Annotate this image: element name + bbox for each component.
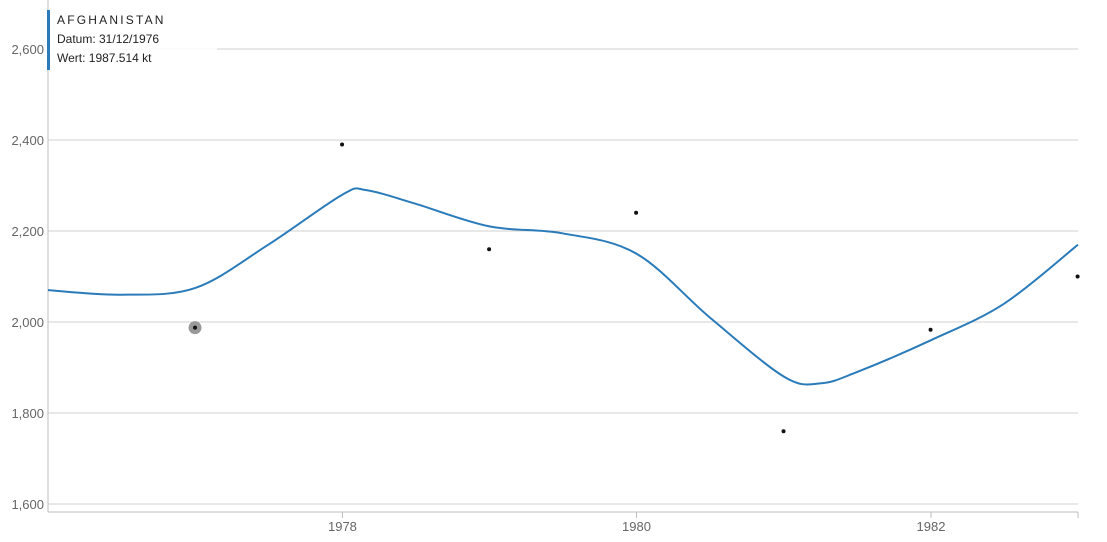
- data-points: [188, 142, 1080, 434]
- data-point[interactable]: [193, 325, 198, 330]
- grid: [48, 48, 1078, 505]
- trend-layer: [47, 187, 1079, 386]
- tooltip: AFGHANISTAN Datum: 31/12/1976 Wert: 1987…: [47, 10, 217, 70]
- x-tick-label: 1980: [622, 519, 651, 534]
- y-tick-label: 2,200: [11, 224, 44, 239]
- data-point[interactable]: [928, 327, 933, 332]
- y-tick-label: 2,600: [11, 42, 44, 57]
- tooltip-title: AFGHANISTAN: [57, 13, 166, 27]
- data-point[interactable]: [1075, 274, 1080, 279]
- y-tick-label: 1,800: [11, 406, 44, 421]
- trend-line: [47, 187, 1079, 386]
- data-point[interactable]: [781, 429, 786, 434]
- data-point[interactable]: [340, 142, 345, 147]
- y-tick-label: 1,600: [11, 497, 44, 512]
- x-tick-label: 1978: [328, 519, 357, 534]
- tooltip-date: Datum: 31/12/1976: [57, 32, 160, 46]
- x-axis: 1978 1980 1982: [48, 511, 1079, 534]
- x-tick-label: 1982: [917, 519, 946, 534]
- y-tick-label: 2,400: [11, 133, 44, 148]
- data-point[interactable]: [634, 210, 639, 215]
- tooltip-value: Wert: 1987.514 kt: [57, 51, 152, 65]
- y-axis: 1,600 1,800 2,000 2,200 2,400 2,600: [11, 0, 49, 512]
- y-tick-label: 2,000: [11, 315, 44, 330]
- data-point[interactable]: [487, 247, 492, 252]
